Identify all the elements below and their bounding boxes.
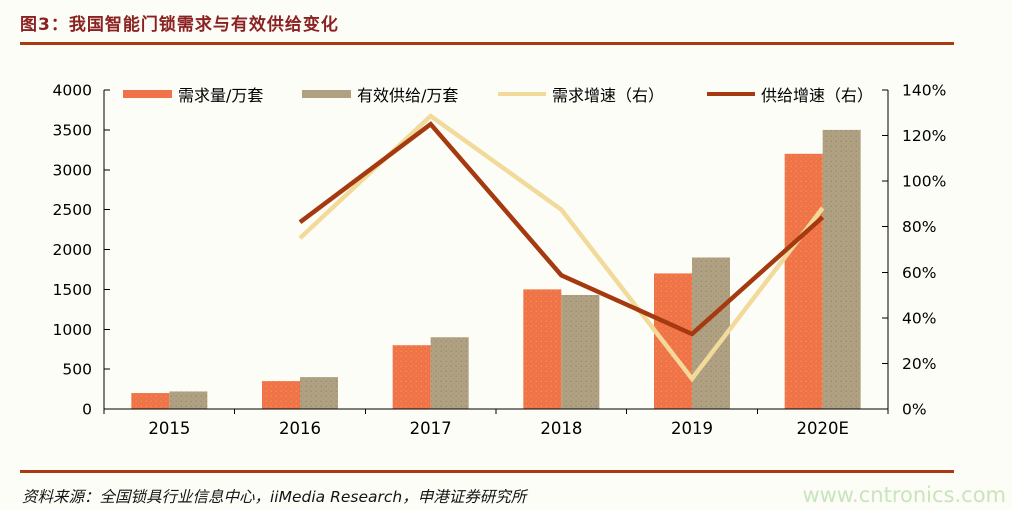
bar-demand-2016: [262, 381, 300, 409]
right-axis-tick-label: 140%: [902, 82, 946, 100]
left-axis-tick-label: 2500: [53, 201, 92, 219]
left-axis-tick-label: 500: [62, 361, 92, 379]
left-axis-tick-label: 1000: [53, 321, 92, 339]
legend-label-demand-bars: 需求量/万套: [178, 86, 264, 105]
left-axis-tick-label: 2000: [53, 241, 92, 259]
legend-item-demand-bars: 需求量/万套: [123, 83, 263, 105]
category-label-2018: 2018: [540, 419, 582, 438]
legend-swatch-demand-bar: [123, 90, 172, 98]
bar-demand-2017: [392, 345, 431, 409]
figure-title: 图3：我国智能门锁需求与有效供给变化: [20, 15, 339, 35]
right-axis-tick-label: 120%: [902, 127, 946, 145]
right-axis-tick-label: 100%: [902, 173, 946, 191]
bar-supply-2015: [169, 391, 208, 409]
left-axis-tick-label: 1500: [53, 281, 92, 299]
left-axis-tick-label: 3000: [53, 161, 92, 179]
legend-label-demand-growth: 需求增速（右）: [552, 86, 665, 105]
bar-demand-2015: [131, 393, 170, 409]
legend-item-supply-bars: 有效供给/万套: [302, 83, 458, 105]
category-label-2019: 2019: [671, 419, 713, 438]
legend-label-supply-bars: 有效供给/万套: [357, 86, 459, 105]
bar-supply-2019: [692, 257, 730, 409]
title-rule: [20, 42, 954, 45]
legend-label-supply-growth: 供给增速（右）: [761, 86, 874, 105]
left-axis-tick-label: 3500: [53, 121, 92, 139]
watermark-text: www.cntronics.com: [802, 483, 1006, 507]
left-axis-tick-label: 4000: [53, 82, 92, 100]
category-label-2016: 2016: [279, 419, 321, 438]
bar-supply-2016: [300, 377, 338, 409]
bar-supply-2020E: [822, 129, 861, 409]
footer-rule: [20, 470, 954, 473]
bar-demand-2020E: [784, 153, 823, 409]
right-axis-tick-label: 0%: [902, 401, 927, 419]
right-axis-tick-label: 20%: [902, 355, 936, 373]
supply-growth-line: [298, 121, 825, 337]
right-axis-tick-label: 80%: [902, 218, 936, 236]
category-label-2015: 2015: [148, 419, 190, 438]
chart-legend: 需求量/万套 有效供给/万套 需求增速（右） 供给增速（右）: [0, 83, 1012, 105]
right-axis-tick-label: 40%: [902, 309, 936, 327]
legend-swatch-supply-growth-line: [707, 92, 755, 96]
right-axis-tick-label: 60%: [902, 264, 936, 282]
bar-supply-2018: [561, 294, 600, 409]
bar-demand-2018: [523, 289, 562, 409]
legend-swatch-demand-growth-line: [498, 92, 546, 96]
category-label-2017: 2017: [410, 419, 452, 438]
source-note: 资料来源：全国锁具行业信息中心，iiMedia Research，申港证券研究所: [22, 488, 527, 506]
legend-item-demand-growth: 需求增速（右）: [498, 83, 664, 105]
bar-demand-2019: [654, 273, 692, 409]
category-label-2020E: 2020E: [796, 419, 848, 438]
legend-swatch-supply-bar: [302, 90, 351, 98]
left-axis-tick-label: 0: [82, 401, 92, 419]
bar-supply-2017: [430, 337, 469, 409]
legend-item-supply-growth: 供给增速（右）: [707, 83, 873, 105]
